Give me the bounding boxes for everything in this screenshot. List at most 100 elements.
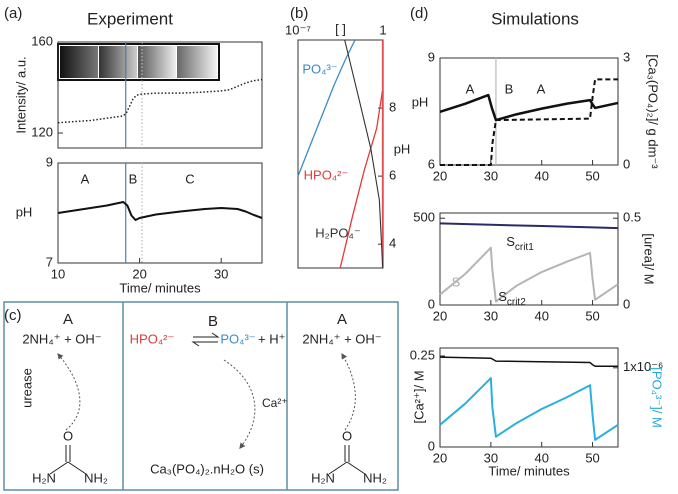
x-tick-label: 20 (433, 450, 447, 465)
frame-image (138, 46, 176, 78)
precipitate: Ca₃(PO₄)₂.nH₂O (s) (150, 461, 264, 476)
x-tick-label: 30 (484, 308, 498, 323)
product: PO₄³⁻ (220, 331, 255, 346)
frame-image (177, 46, 217, 78)
y-tick-label: 9 (46, 154, 53, 169)
equilibrium-arrow (193, 332, 220, 338)
urea-n: H₂N (32, 470, 56, 485)
x-tick-label: 20 (433, 168, 447, 183)
y-axis-label: [Ca²⁺]/ M (411, 370, 426, 423)
panel-label: (c) (4, 307, 22, 324)
series-label: HPO₄²⁻ (304, 167, 349, 182)
x-tick-label: 10⁻⁷ (285, 22, 311, 37)
x-tick-label: 30 (214, 266, 228, 281)
annotation-main: S (498, 289, 507, 304)
urea-n: NH₂ (84, 470, 108, 485)
image-strip (57, 43, 220, 81)
data-line (297, 39, 356, 177)
y2-axis-label: [PO₄³⁻]/ M (650, 367, 665, 428)
reaction: 2NH₄⁺ + OH⁻ (302, 331, 381, 346)
frame-image (60, 46, 98, 78)
x-tick-label: 10 (51, 266, 65, 281)
series-label: PO₄³⁻ (302, 61, 337, 76)
y-axis-label: pH (394, 141, 411, 156)
y2-tick-label: 0 (623, 156, 630, 171)
y-axis-label: pH (412, 94, 429, 109)
y-tick-label: 500 (413, 210, 435, 225)
y-tick-label: 120 (31, 124, 53, 139)
y2-axis-label: [Ca₃(PO₄)₂]/ g dm⁻³ (646, 54, 661, 169)
x-axis-label: [ ] (335, 21, 346, 36)
data-line (57, 201, 263, 221)
equilibrium-arrow (191, 341, 218, 347)
x-tick-label: 40 (534, 450, 548, 465)
x-axis-label: Time/ minutes (488, 463, 570, 478)
y-tick-label: 0.25 (410, 347, 435, 362)
data-line (439, 93, 619, 122)
panel-label: (a) (4, 5, 22, 22)
reactant: HPO₄²⁻ (130, 331, 175, 346)
data-line (439, 377, 619, 441)
chart-title: Experiment (87, 9, 173, 28)
annotation: Scrit2 (498, 289, 526, 307)
bond (346, 461, 366, 475)
arrow (341, 352, 356, 431)
x-axis-label: Time/ minutes (119, 280, 201, 295)
y-tick-label: 6 (389, 168, 396, 183)
stage-label: A (337, 311, 347, 328)
bond (49, 461, 69, 475)
plot-frame (439, 347, 619, 448)
reaction: 2NH₄⁺ + OH⁻ (22, 331, 101, 346)
annotation: A (537, 81, 546, 96)
diagram-border (3, 301, 399, 491)
x-tick-label: 30 (484, 168, 498, 183)
y-tick-label: 160 (31, 33, 53, 48)
annotation: B (129, 171, 138, 186)
annotation-main: S (506, 234, 515, 249)
plot-frame (439, 212, 619, 306)
urea-o: O (63, 428, 73, 443)
x-tick-label: 50 (585, 168, 599, 183)
data-line (344, 39, 384, 269)
urea-n: NH₂ (363, 470, 387, 485)
proton: + H⁺ (258, 331, 285, 346)
ion: Ca²⁺ (262, 396, 288, 410)
x-tick-label: 1 (379, 22, 386, 37)
series-label: H₂PO₄⁻ (315, 225, 360, 240)
frame-image (99, 46, 137, 78)
y-axis-label: Intensity/ a.u. (13, 56, 28, 133)
stage-label: A (63, 311, 73, 328)
annotation-sub: crit2 (507, 297, 526, 308)
annotation: A (466, 81, 475, 96)
y2-axis-label: [urea]/ M (642, 233, 657, 284)
urea-o: O (342, 428, 352, 443)
x-tick-label: 50 (585, 308, 599, 323)
y2-tick-label: 3 (623, 49, 630, 64)
plot-frame (57, 41, 263, 149)
arrow (223, 359, 256, 449)
y2-tick-label: 0 (623, 296, 630, 311)
y2-tick-label: 1x10⁻⁶ (623, 359, 663, 374)
data-line (440, 78, 618, 166)
y-axis-label: pH (16, 204, 33, 219)
x-tick-label: 50 (585, 450, 599, 465)
bond (67, 461, 87, 475)
arrow (57, 353, 81, 431)
annotation: A (81, 171, 90, 186)
urea-n: H₂N (311, 470, 335, 485)
y2-tick-label: 0.5 (623, 210, 641, 225)
panel-label: (d) (410, 5, 428, 22)
x-tick-label: 30 (484, 450, 498, 465)
y-tick-label: 0 (428, 438, 435, 453)
data-line (57, 78, 263, 124)
x-tick-label: 40 (534, 308, 548, 323)
data-line (339, 90, 384, 269)
x-tick-label: 20 (132, 266, 146, 281)
y-tick-label: 8 (389, 99, 396, 114)
panel-label: (b) (290, 5, 308, 22)
y-tick-label: 7 (46, 254, 53, 269)
y-tick-label: 6 (428, 156, 435, 171)
annotation: B (505, 81, 514, 96)
bond (328, 461, 348, 475)
